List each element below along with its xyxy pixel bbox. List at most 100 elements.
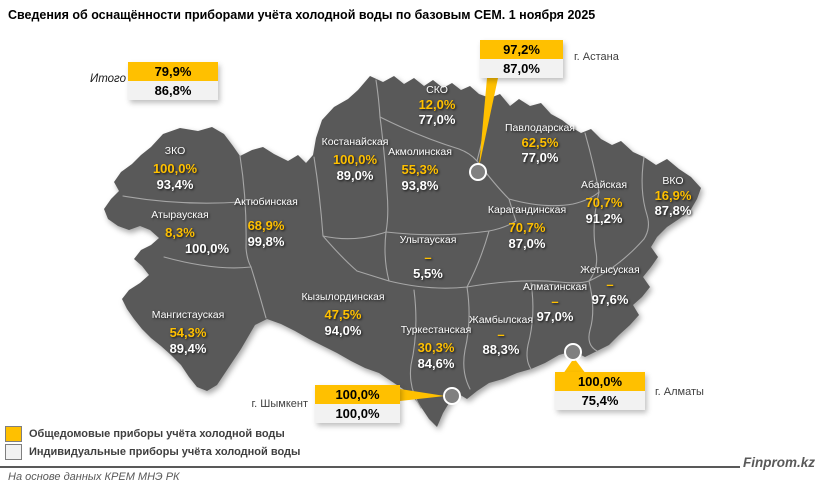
region-vko: ВКО 16,9% 87,8%	[655, 175, 692, 218]
region-name: Алматинская	[522, 281, 588, 293]
astana-marker	[469, 163, 487, 181]
shymkent-label: г. Шымкент	[251, 398, 309, 410]
astana-pointer	[479, 78, 498, 167]
communal-value: 100,0%	[152, 161, 198, 176]
individual-value: 77,0%	[418, 112, 456, 127]
communal-value: 8,3%	[165, 225, 195, 240]
region-name: Жетысуская	[580, 264, 640, 276]
individual-value: 99,8%	[247, 234, 285, 249]
brand-logo: Finprom.kz	[743, 455, 815, 470]
astana-individual-value: 87,0%	[480, 59, 563, 78]
region-abay: Абайская 70,7% 91,2%	[581, 179, 627, 227]
individual-value: 97,0%	[536, 309, 574, 324]
total-communal-value: 79,9%	[128, 62, 218, 81]
region-zhetysu: Жетысуская – 97,6%	[580, 264, 639, 307]
communal-value: 62,5%	[521, 135, 559, 150]
region-borders	[122, 79, 650, 409]
total-callout: 79,9% 86,8%	[128, 62, 218, 100]
individual-value: 88,3%	[482, 342, 520, 357]
region-pavlodar: Павлодарская 62,5% 77,0%	[505, 122, 575, 165]
region-name: Карагандинская	[487, 204, 567, 216]
almaty-marker	[564, 343, 582, 361]
communal-value: 100,0%	[332, 152, 378, 167]
almaty-individual-value: 75,4%	[555, 391, 645, 410]
region-name: Улытауская	[399, 234, 457, 246]
callout-pointers	[400, 78, 586, 401]
communal-value: 55,3%	[401, 162, 439, 177]
communal-swatch-icon	[5, 426, 22, 442]
communal-value: –	[606, 277, 614, 292]
almaty-pointer	[563, 358, 586, 374]
footer-divider	[0, 466, 740, 468]
individual-value: 93,4%	[156, 177, 194, 192]
individual-value: 84,6%	[417, 356, 455, 371]
region-kyzylorda: Кызылординская 47,5% 94,0%	[301, 291, 384, 339]
individual-value: 100,0%	[184, 241, 230, 256]
communal-value: 30,3%	[417, 340, 455, 355]
region-karaganda: Карагандинская 70,7% 87,0%	[488, 204, 566, 252]
city-markers	[443, 163, 582, 405]
shymkent-communal-value: 100,0%	[315, 385, 400, 404]
shymkent-callout: 100,0% 100,0%	[315, 385, 400, 423]
region-akmola: Акмолинская 55,3% 93,8%	[388, 146, 452, 194]
communal-value: 16,9%	[654, 188, 692, 203]
region-almaty-region: Алматинская – 97,0%	[523, 281, 587, 324]
communal-value: 47,5%	[324, 307, 362, 322]
communal-value: –	[424, 250, 432, 265]
region-name: Мангистауская	[151, 309, 225, 321]
astana-label: г. Астана	[574, 51, 619, 63]
almaty-communal-value: 100,0%	[555, 372, 645, 391]
page-title: Сведения об оснащённости приборами учёта…	[8, 8, 596, 22]
legend-individual-label: Индивидуальные приборы учёта холодной во…	[29, 446, 301, 458]
region-name: ВКО	[662, 175, 684, 187]
source-note: На основе данных КРЕМ МНЭ РК	[8, 471, 180, 483]
shymkent-pointer	[400, 389, 445, 401]
shymkent-individual-value: 100,0%	[315, 404, 400, 423]
communal-value: 68,9%	[247, 218, 285, 233]
region-ulytau: Улытауская – 5,5%	[400, 234, 457, 282]
individual-value: 77,0%	[521, 150, 559, 165]
legend: Общедомовые приборы учёта холодной воды …	[5, 425, 300, 461]
region-aktobe: Актюбинская 68,9% 99,8%	[234, 196, 298, 250]
astana-communal-value: 97,2%	[480, 40, 563, 59]
individual-value: 89,4%	[169, 341, 207, 356]
region-name: ЗКО	[164, 145, 186, 157]
individual-value: 91,2%	[585, 211, 623, 226]
total-individual-value: 86,8%	[128, 81, 218, 100]
legend-item-communal: Общедомовые приборы учёта холодной воды	[5, 425, 300, 443]
communal-value: 70,7%	[508, 220, 546, 235]
communal-value: 70,7%	[585, 195, 623, 210]
region-sko: СКО 12,0% 77,0%	[419, 84, 456, 127]
region-name: Жамбылская	[468, 314, 534, 326]
region-name: Туркестанская	[400, 324, 472, 336]
region-name: Акмолинская	[388, 146, 452, 158]
region-name: Актюбинская	[234, 196, 298, 208]
communal-value: –	[551, 294, 559, 309]
communal-value: 12,0%	[418, 97, 456, 112]
astana-callout: 97,2% 87,0%	[480, 40, 563, 78]
individual-value: 89,0%	[336, 168, 374, 183]
individual-value: 87,0%	[508, 236, 546, 251]
region-kostanay: Костанайская 100,0% 89,0%	[322, 136, 389, 184]
region-name: Костанайская	[321, 136, 389, 148]
individual-value: 87,8%	[654, 203, 692, 218]
region-name: Абайская	[580, 179, 628, 191]
region-mangystau: Мангистауская 54,3% 89,4%	[152, 309, 225, 357]
almaty-callout: 100,0% 75,4%	[555, 372, 645, 410]
individual-swatch-icon	[5, 444, 22, 460]
individual-value: 5,5%	[413, 266, 443, 281]
legend-communal-label: Общедомовые приборы учёта холодной воды	[29, 428, 285, 440]
individual-value: 93,8%	[401, 178, 439, 193]
legend-item-individual: Индивидуальные приборы учёта холодной во…	[5, 443, 300, 461]
region-atyrau: Атырауская 8,3% 100,0%	[151, 209, 229, 257]
almaty-label: г. Алматы	[655, 386, 704, 398]
region-turkestan: Туркестанская 30,3% 84,6%	[401, 324, 472, 372]
region-zhambyl: Жамбылская – 88,3%	[469, 314, 533, 357]
region-name: Павлодарская	[505, 122, 575, 134]
region-name: Атырауская	[151, 209, 209, 221]
individual-value: 97,6%	[591, 292, 629, 307]
region-name: Кызылординская	[301, 291, 385, 303]
region-name: СКО	[426, 84, 448, 96]
